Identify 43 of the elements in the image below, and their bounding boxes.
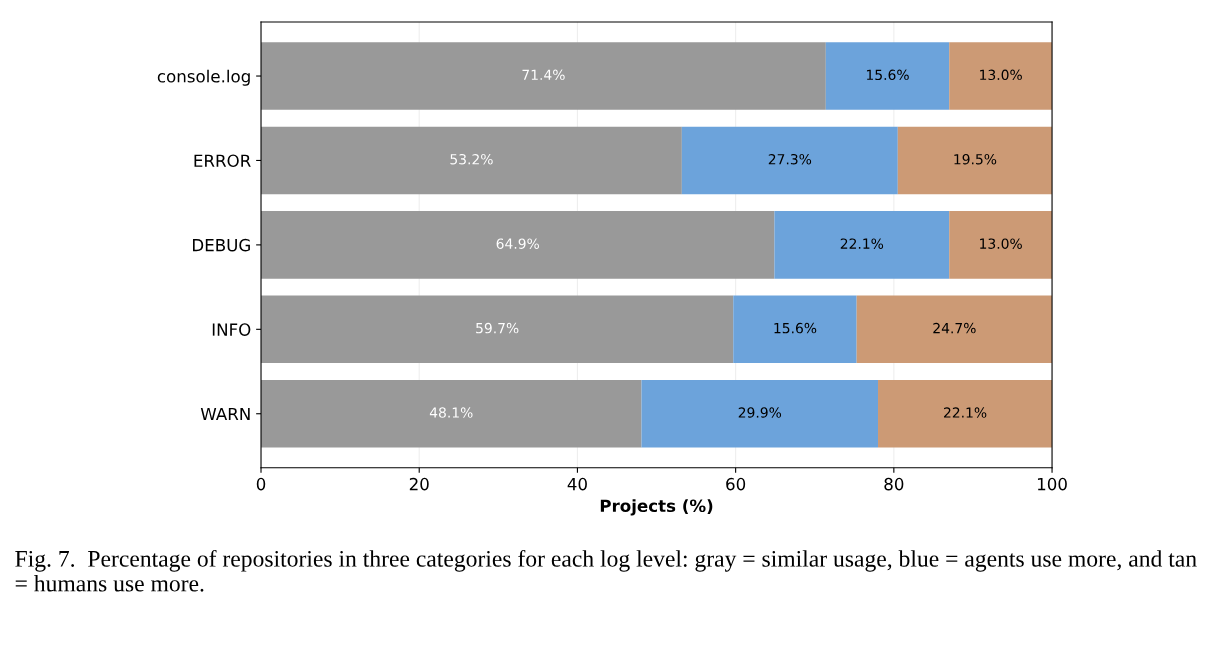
x-axis-title: Projects (%) bbox=[600, 499, 713, 516]
bar bbox=[878, 379, 1053, 448]
x-tick-label: 60 bbox=[726, 477, 746, 491]
data-label: 22.1% bbox=[943, 407, 987, 418]
bar bbox=[261, 126, 682, 195]
bar bbox=[949, 211, 1053, 279]
y-tick-label: console.log bbox=[157, 69, 250, 86]
bar bbox=[897, 126, 1053, 195]
y-tick-label: ERROR bbox=[194, 154, 251, 168]
bar bbox=[681, 126, 898, 195]
y-tick-label: WARN bbox=[200, 407, 250, 421]
x-tick-label: 20 bbox=[409, 477, 429, 491]
data-label: 53.2% bbox=[450, 153, 493, 165]
y-tick-label: INFO bbox=[212, 323, 251, 336]
bar bbox=[261, 295, 734, 364]
bar bbox=[641, 379, 879, 448]
data-label: 29.9% bbox=[738, 407, 782, 418]
bar bbox=[825, 42, 950, 110]
data-label: 19.5% bbox=[954, 153, 997, 165]
x-tick-label: 80 bbox=[884, 477, 904, 491]
data-label: 64.9% bbox=[496, 238, 539, 249]
data-label: 24.7% bbox=[933, 322, 976, 334]
bar bbox=[261, 42, 826, 110]
bar bbox=[261, 211, 775, 279]
data-label: 15.6% bbox=[774, 322, 817, 334]
x-tick-label: 100 bbox=[1037, 477, 1067, 491]
x-tick-label: 0 bbox=[256, 477, 266, 491]
data-label: 15.6% bbox=[866, 69, 909, 81]
data-label: 27.3% bbox=[768, 153, 812, 165]
bar bbox=[733, 295, 857, 364]
data-label: 48.1% bbox=[429, 407, 473, 418]
y-tick-label: DEBUG bbox=[193, 238, 250, 252]
bar bbox=[856, 295, 1053, 364]
data-label: 22.1% bbox=[840, 238, 884, 249]
x-tick-label: 40 bbox=[567, 477, 587, 491]
bar bbox=[774, 211, 950, 279]
bar bbox=[949, 42, 1053, 110]
data-label: 59.7% bbox=[476, 322, 519, 334]
data-label: 13.0% bbox=[980, 238, 1022, 249]
data-label: 13.0% bbox=[980, 69, 1022, 81]
caption: Fig. 7. Percentage of repositories in three categories for each log level: gray = similar usage, blue = agents use more, and tan = humans use more. bbox=[15, 549, 1197, 592]
bar bbox=[261, 379, 642, 448]
data-label: 71.4% bbox=[522, 69, 565, 81]
